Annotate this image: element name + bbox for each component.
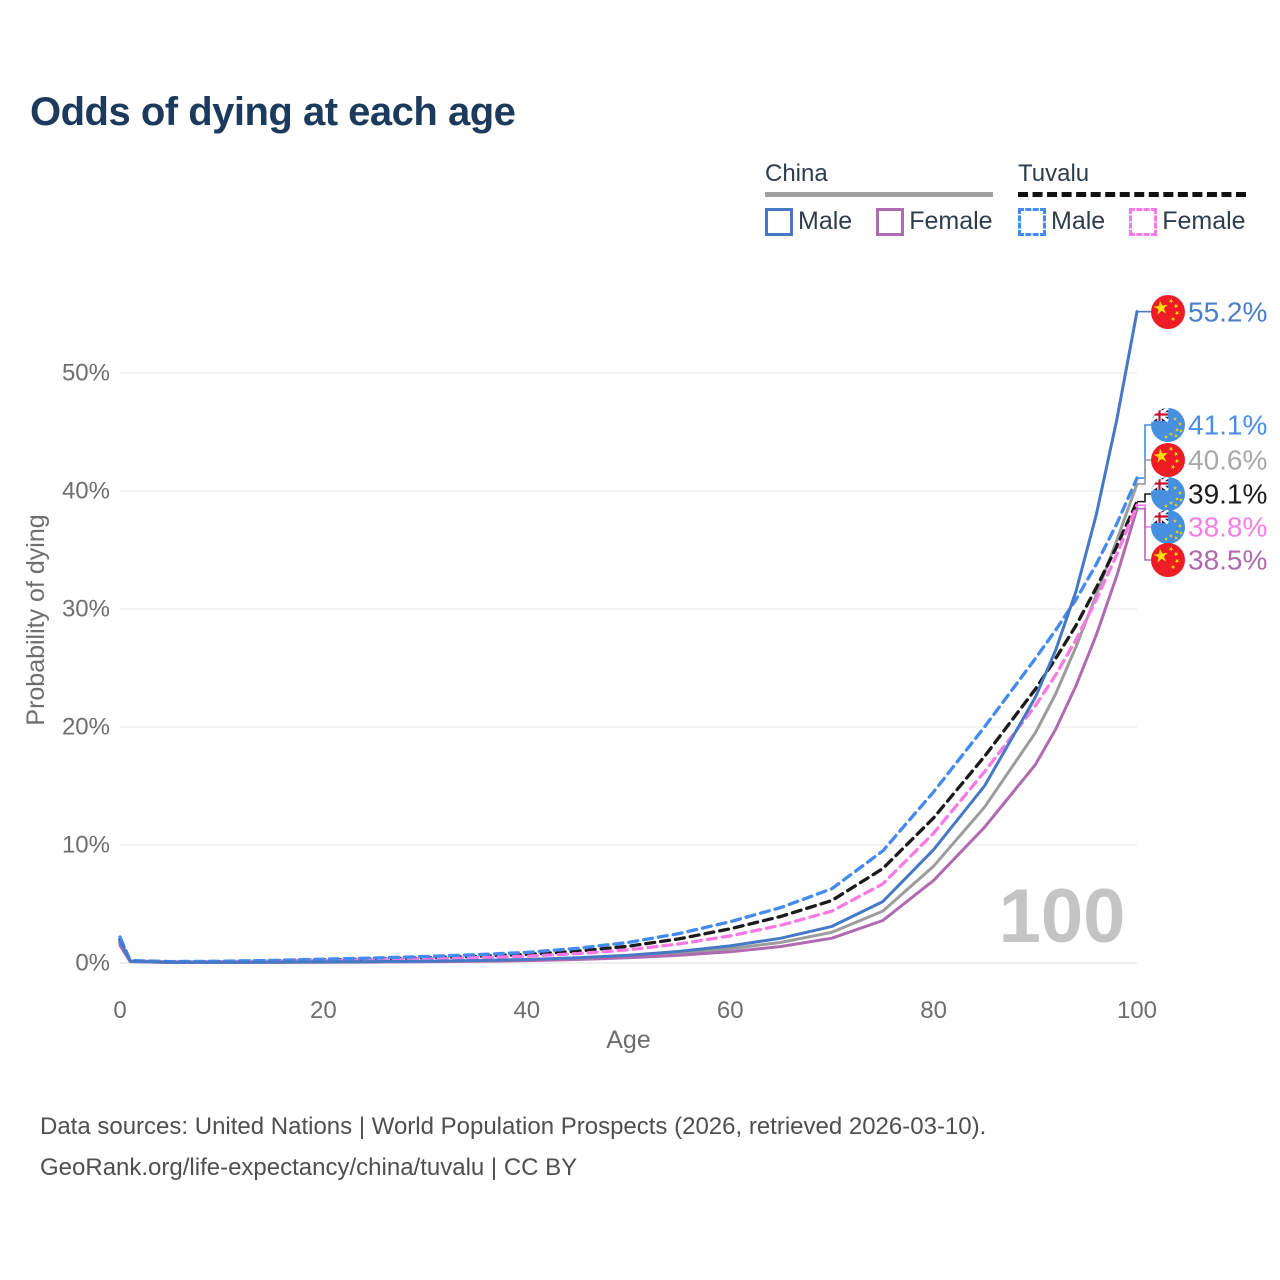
x-tick-label: 80: [920, 997, 947, 1024]
series-line-tuvalu-female: [118, 503, 1139, 964]
series-line-china-female: [118, 507, 1139, 964]
y-tick-label: 10%: [62, 832, 110, 859]
series-lines: [118, 310, 1139, 964]
x-axis-title: Age: [606, 1026, 650, 1054]
footer-data-sources: Data sources: United Nations | World Pop…: [40, 1113, 987, 1140]
legend-header-china[interactable]: China: [765, 160, 828, 187]
legend-item-label: Female: [1162, 207, 1246, 235]
china-female-swatch-icon: [876, 207, 905, 236]
x-tick-label: 100: [1117, 997, 1157, 1024]
age-watermark: 100: [999, 874, 1126, 959]
legend-underline-tuvalu: [1018, 192, 1246, 197]
end-label-connector: [1137, 459, 1151, 485]
china-male-swatch-icon: [765, 207, 793, 236]
y-tick-label: 50%: [62, 360, 110, 387]
series-line-tuvalu-male: [118, 476, 1139, 964]
tuvalu-flag-icon: [1151, 477, 1185, 511]
end-label-connector: [1137, 493, 1151, 503]
x-tick-label: 40: [513, 997, 540, 1024]
end-labels: 55.2% 41.1% 40.6%39.1%38.8%38.5%: [1137, 295, 1267, 577]
end-label-tuvalu: 39.1%: [1188, 479, 1267, 510]
x-tick-label: 20: [310, 997, 337, 1024]
footer: Data sources: United Nations | World Pop…: [40, 1106, 986, 1188]
y-axis-title: Probability of dying: [22, 514, 50, 725]
legend-item-china-male[interactable]: Male: [765, 207, 852, 236]
end-label-tuvalu-male: 41.1%: [1188, 410, 1267, 441]
y-tick-label: 30%: [62, 596, 110, 623]
end-label-tuvalu-female: 38.8%: [1188, 512, 1267, 543]
series-line-china-male: [118, 310, 1139, 964]
legend-item-label: Male: [798, 207, 853, 235]
china-flag-icon: [1151, 543, 1185, 577]
legend-item-label: Male: [1051, 207, 1106, 235]
page-title: Odds of dying at each age: [30, 90, 516, 134]
end-label-connector: [1137, 507, 1151, 561]
axis-labels: 0% 10% 20% 30% 40% 50% 0 20 40 60 80 100 Age Probabil…: [22, 360, 1157, 1055]
footer-attribution: GeoRank.org/life-expectancy/china/tuvalu…: [40, 1154, 578, 1181]
legend-item-china-female[interactable]: Female: [876, 207, 993, 236]
end-label-connector: [1137, 424, 1151, 479]
legend-item-label: Female: [909, 207, 993, 235]
legend-item-tuvalu-male[interactable]: Male: [1018, 207, 1105, 236]
tuvalu-flag-icon: [1151, 510, 1185, 544]
legend-header-tuvalu[interactable]: Tuvalu: [1018, 160, 1090, 187]
china-flag-icon: [1151, 295, 1185, 329]
tuvalu-female-swatch-icon: [1129, 207, 1158, 236]
legend-item-tuvalu-female[interactable]: Female: [1129, 207, 1246, 236]
china-flag-icon: [1151, 443, 1185, 477]
gridlines: [120, 372, 1137, 964]
legend-group-tuvalu: Tuvalu Male Female: [1018, 160, 1246, 236]
age-counter-watermark: 100: [999, 874, 1126, 959]
end-label-china-female: 38.5%: [1188, 545, 1267, 576]
tuvalu-flag-icon: [1151, 408, 1185, 442]
tuvalu-male-swatch-icon: [1018, 207, 1046, 236]
end-label-china: 40.6%: [1188, 445, 1267, 476]
series-line-china: [118, 482, 1139, 964]
legend-underline-china: [765, 192, 993, 197]
y-tick-label: 20%: [62, 714, 110, 741]
end-label-china-male: 55.2%: [1188, 297, 1267, 328]
y-tick-label: 0%: [75, 950, 110, 977]
series-line-tuvalu: [118, 499, 1139, 964]
legend-group-china: China Male Female: [765, 160, 993, 236]
y-tick-label: 40%: [62, 478, 110, 505]
x-tick-label: 0: [113, 997, 126, 1024]
x-tick-label: 60: [717, 997, 744, 1024]
